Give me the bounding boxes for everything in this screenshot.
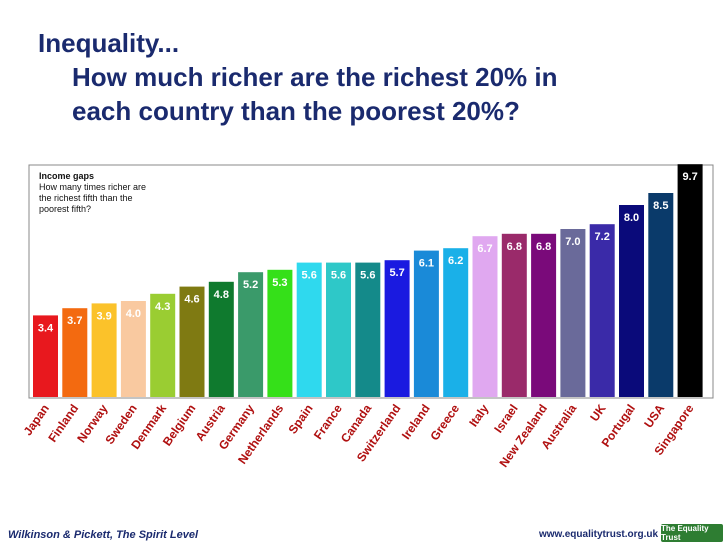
- value-label: 5.6: [331, 270, 346, 282]
- value-label: 4.8: [214, 289, 229, 301]
- category-label: Israel: [491, 402, 520, 436]
- bar-portugal: [619, 205, 644, 397]
- value-label: 9.7: [682, 171, 697, 183]
- value-label: 4.3: [155, 301, 170, 313]
- bar-greece: [443, 248, 469, 397]
- value-label: 5.2: [243, 279, 258, 291]
- bar-singapore: [677, 164, 703, 397]
- category-label: USA: [641, 401, 667, 430]
- category-label: Greece: [427, 401, 462, 443]
- bar-ireland: [413, 250, 439, 397]
- value-label: 4.6: [184, 294, 199, 306]
- bar-netherlands: [267, 269, 293, 397]
- bar-france: [326, 262, 351, 397]
- value-label: 8.0: [624, 212, 639, 224]
- bar-austria: [208, 281, 234, 397]
- bar-italy: [472, 236, 498, 397]
- value-label: 6.1: [419, 258, 434, 270]
- bar-denmark: [150, 293, 176, 397]
- bar-norway: [91, 303, 117, 397]
- legend-title: Income gaps: [39, 171, 95, 181]
- bar-belgium: [179, 286, 205, 397]
- bar-usa: [648, 193, 674, 397]
- title-line-2: How much richer are the richest 20% in: [72, 62, 558, 92]
- bar-switzerland: [384, 260, 410, 397]
- bar-new-zealand: [531, 233, 557, 397]
- title-line-3: each country than the poorest 20%?: [72, 96, 520, 126]
- value-label: 5.6: [302, 270, 317, 282]
- value-label: 3.4: [38, 322, 54, 334]
- category-label: Italy: [466, 401, 491, 429]
- bars-group: [33, 164, 703, 397]
- plot-frame: [28, 164, 714, 399]
- value-label: 6.8: [507, 241, 522, 253]
- value-label: 5.7: [389, 267, 404, 279]
- value-label: 3.7: [67, 315, 82, 327]
- website-link[interactable]: www.equalitytrust.org.uk: [539, 529, 659, 540]
- value-label: 7.0: [565, 236, 580, 248]
- value-label: 6.7: [477, 243, 492, 255]
- bar-sweden: [120, 301, 146, 397]
- title-line-1: Inequality...: [38, 28, 180, 58]
- bar-israel: [501, 233, 527, 397]
- value-label: 8.5: [653, 200, 668, 212]
- value-label: 7.2: [595, 231, 610, 243]
- bar-spain: [296, 262, 322, 397]
- category-label: UK: [587, 401, 609, 424]
- bar-japan: [33, 315, 58, 397]
- bar-germany: [238, 272, 264, 397]
- legend-description: How many times richer are the richest fi…: [39, 182, 147, 214]
- value-label: 4.0: [126, 308, 141, 320]
- value-label: 6.8: [536, 241, 551, 253]
- value-label: 5.3: [272, 277, 287, 289]
- bar-canada: [355, 262, 381, 397]
- source-credit: Wilkinson & Pickett, The Spirit Level: [8, 529, 198, 541]
- bar-finland: [62, 308, 88, 397]
- value-label: 6.2: [448, 255, 463, 267]
- value-label: 5.6: [360, 270, 375, 282]
- category-label: Spain: [285, 402, 315, 437]
- equality-trust-logo: The Equality Trust: [661, 524, 723, 542]
- bar-uk: [589, 224, 615, 397]
- page-title: Inequality... How much richer are the ri…: [38, 26, 558, 128]
- bar-australia: [560, 229, 586, 397]
- value-label: 3.9: [96, 310, 111, 322]
- legend-box: Income gaps How many times richer are th…: [39, 171, 159, 215]
- value-labels-group: 3.4 3.7 3.9 4.0 4.3 4.6 4.8 5.2 5.3 5.6 5.6 5.6 5.7 6…: [38, 171, 698, 334]
- category-labels-group: JapanFinlandNorwaySwedenDenmarkBelgiumAu…: [21, 401, 697, 469]
